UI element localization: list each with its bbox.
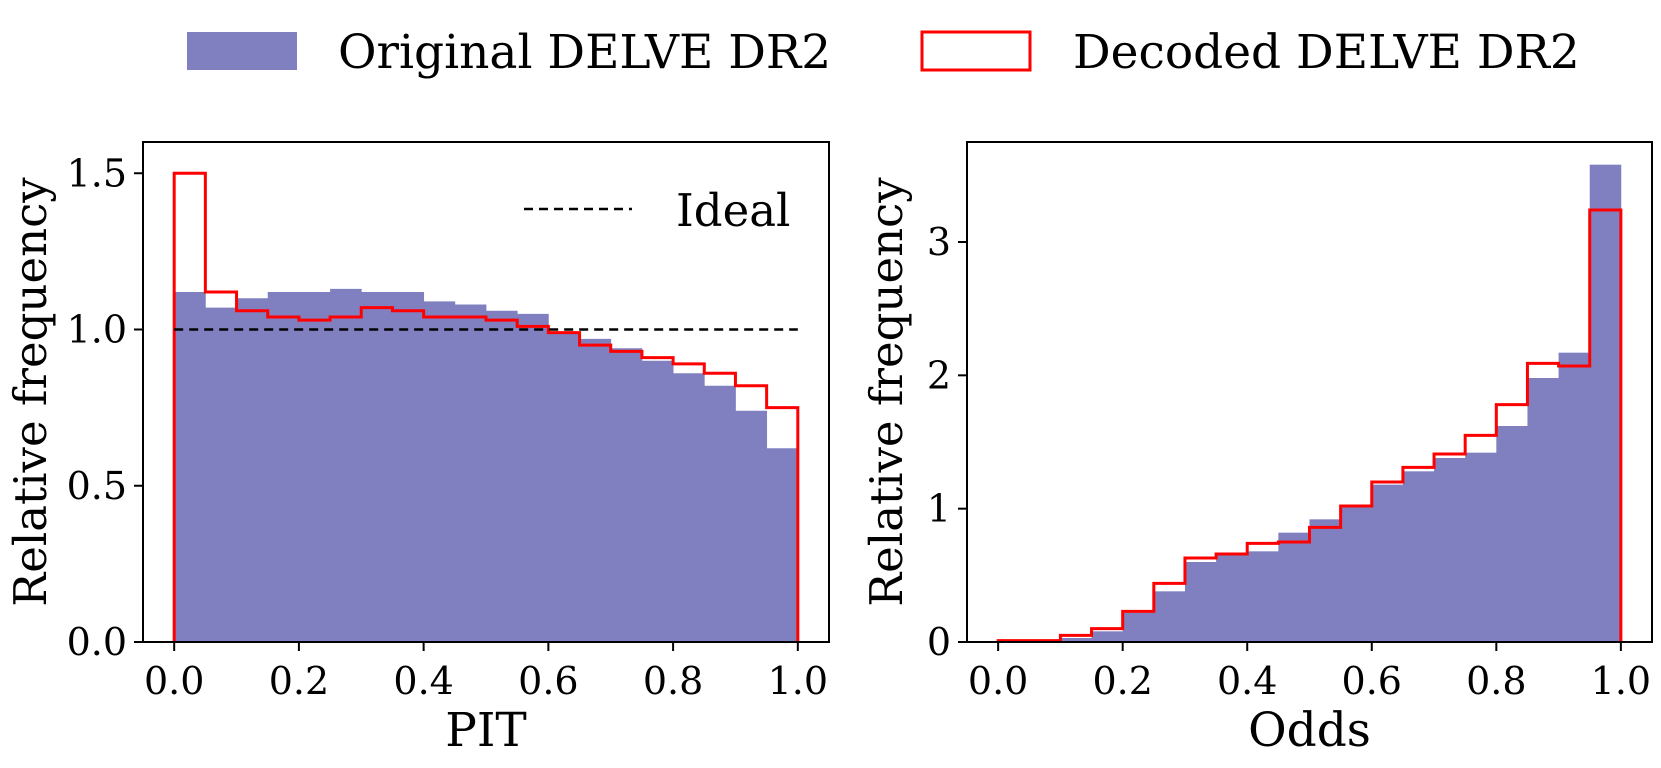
odds-original-bar — [1184, 562, 1217, 642]
legend-original-label: Original DELVE DR2 — [338, 25, 831, 80]
pit-x-tick-label: 0.8 — [643, 659, 703, 703]
odds-y-tick-label: 2 — [927, 353, 951, 397]
odds-original-bars — [1060, 164, 1622, 642]
pit-y-tick-label: 1.0 — [67, 308, 127, 352]
odds-original-bar — [1496, 426, 1528, 642]
pit-original-bar — [267, 292, 300, 642]
odds-original-bar — [1402, 471, 1435, 642]
ideal-legend-label: Ideal — [676, 184, 790, 237]
odds-decoded-step — [996, 208, 1623, 643]
odds-x-axis-label: Odds — [1248, 703, 1371, 758]
pit-y-ticks: 0.0 0.5 1.0 1.5 — [67, 151, 143, 664]
pit-original-bar — [579, 338, 612, 642]
pit-original-bar — [454, 304, 487, 642]
odds-y-tick-label: 0 — [927, 620, 951, 664]
pit-decoded-step — [172, 171, 800, 642]
odds-original-bar — [1216, 555, 1248, 642]
pit-x-tick-label: 0.4 — [393, 659, 453, 703]
pit-x-axis-label: PIT — [445, 703, 527, 758]
odds-x-tick-label: 0.0 — [968, 659, 1028, 703]
pit-original-bar — [517, 313, 549, 642]
odds-original-bar — [1465, 452, 1497, 642]
odds-x-ticks: 0.0 0.2 0.4 0.6 0.8 1.0 — [968, 642, 1651, 703]
odds-original-bar — [1527, 378, 1559, 642]
pit-y-tick-label: 1.5 — [67, 151, 127, 195]
pit-original-bar — [330, 288, 362, 642]
pit-histogram-panel: Ideal 0.0 0.2 0.4 0.6 0.8 1.0 0.0 0.5 1.0 1.5 PI… — [4, 141, 830, 758]
odds-original-bar — [1091, 631, 1124, 642]
pit-original-bar — [704, 385, 736, 642]
pit-original-bar — [735, 410, 768, 642]
pit-original-bar — [423, 301, 456, 642]
pit-original-bar — [392, 292, 425, 642]
pit-original-bar — [766, 448, 799, 642]
odds-y-tick-label: 1 — [927, 487, 951, 531]
odds-original-bar — [1589, 164, 1622, 642]
odds-original-bar — [1309, 519, 1342, 642]
legend-original-swatch — [187, 32, 297, 70]
legend-decoded-label: Decoded DELVE DR2 — [1073, 25, 1580, 80]
odds-original-bar — [1558, 352, 1591, 642]
odds-original-bar — [1371, 484, 1404, 642]
pit-y-tick-label: 0.5 — [67, 464, 127, 508]
pit-x-ticks: 0.0 0.2 0.4 0.6 0.8 1.0 — [144, 642, 828, 703]
pit-original-bar — [673, 373, 705, 642]
odds-original-bar — [1278, 532, 1310, 642]
odds-original-bar — [1060, 638, 1092, 642]
pit-x-tick-label: 0.2 — [269, 659, 329, 703]
odds-y-ticks: 0 1 2 3 — [927, 220, 967, 664]
odds-x-tick-label: 0.4 — [1217, 659, 1277, 703]
odds-x-tick-label: 0.6 — [1342, 659, 1402, 703]
pit-y-axis-label: Relative frequency — [4, 177, 57, 607]
legend: Original DELVE DR2 Decoded DELVE DR2 — [187, 25, 1580, 80]
pit-original-bar — [298, 292, 331, 642]
odds-y-tick-label: 3 — [927, 220, 951, 264]
pit-original-bar — [486, 310, 518, 642]
legend-decoded-swatch — [920, 30, 1032, 72]
pit-x-tick-label: 0.0 — [144, 659, 204, 703]
pit-original-bar — [548, 332, 580, 642]
pit-x-tick-label: 0.6 — [518, 659, 578, 703]
ideal-legend: Ideal — [524, 184, 790, 237]
odds-x-tick-label: 0.8 — [1466, 659, 1526, 703]
pit-original-bar — [236, 298, 269, 642]
odds-y-axis-label: Relative frequency — [860, 177, 913, 607]
pit-original-bar — [610, 348, 643, 642]
odds-histogram-panel: 0.0 0.2 0.4 0.6 0.8 1.0 0 1 2 3 Odds Relative fr… — [860, 141, 1653, 758]
odds-original-bar — [1434, 458, 1466, 642]
pit-original-bar — [205, 307, 237, 642]
odds-axes-frame — [966, 141, 1653, 643]
pit-original-bar — [361, 292, 393, 642]
pit-axes-frame — [142, 141, 830, 643]
pit-original-bars — [174, 288, 799, 642]
odds-x-tick-label: 1.0 — [1591, 659, 1651, 703]
odds-original-bar — [1247, 551, 1279, 642]
odds-x-tick-label: 0.2 — [1092, 659, 1152, 703]
pit-original-bar — [641, 360, 674, 642]
odds-original-bar — [1340, 506, 1373, 642]
pit-x-tick-label: 1.0 — [768, 659, 828, 703]
pit-y-tick-label: 0.0 — [67, 620, 127, 664]
pit-original-bar — [174, 292, 206, 642]
odds-original-bar — [1153, 591, 1186, 642]
odds-original-bar — [1122, 612, 1155, 642]
